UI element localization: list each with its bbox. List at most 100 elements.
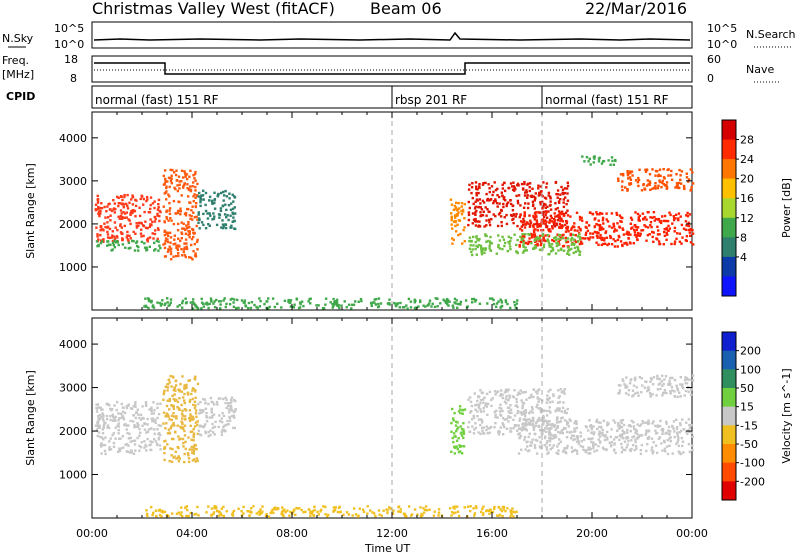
data-cell (437, 508, 441, 511)
data-cell (452, 417, 455, 420)
data-cell (473, 514, 476, 517)
data-cell (165, 414, 168, 418)
data-cell (480, 421, 484, 424)
data-cell (544, 435, 547, 438)
data-cell (107, 426, 111, 430)
data-cell (161, 509, 164, 513)
data-cell (498, 195, 501, 199)
data-cell (459, 232, 462, 236)
data-cell (482, 398, 485, 401)
data-cell (195, 240, 199, 244)
data-cell (574, 234, 577, 237)
data-cell (130, 209, 134, 212)
data-cell (191, 258, 194, 261)
data-cell (627, 237, 630, 240)
data-cell (158, 244, 161, 247)
data-cell (686, 215, 690, 218)
data-cell (135, 240, 139, 243)
data-cell (533, 207, 536, 210)
data-cell (530, 234, 534, 237)
data-cell (467, 188, 471, 191)
data-cell (602, 222, 605, 225)
data-cell (146, 227, 149, 230)
y-tick-label: 3000 (59, 382, 87, 395)
data-cell (184, 174, 187, 177)
data-cell (167, 219, 170, 222)
data-cell (209, 297, 213, 300)
data-cell (148, 444, 151, 447)
data-cell (639, 423, 643, 426)
data-cell (228, 415, 231, 419)
data-cell (516, 393, 519, 396)
data-cell (495, 391, 498, 394)
data-cell (119, 223, 122, 226)
data-cell (689, 234, 692, 237)
data-cell (164, 439, 167, 443)
data-cell (539, 243, 542, 247)
data-cell (118, 449, 122, 453)
data-cell (190, 392, 193, 396)
data-cell (631, 389, 635, 392)
data-cell (617, 392, 620, 395)
data-cell (174, 379, 177, 383)
data-cell (197, 213, 200, 216)
data-cell (183, 424, 187, 427)
data-cell (468, 239, 471, 243)
data-cell (538, 191, 541, 195)
data-cell (612, 438, 616, 441)
data-cell (180, 506, 183, 509)
data-cell (162, 398, 165, 401)
data-cell (543, 238, 546, 242)
data-cell (198, 218, 201, 222)
data-cell (531, 411, 534, 414)
data-cell (548, 218, 552, 221)
data-cell (596, 213, 599, 216)
data-cell (164, 180, 167, 183)
data-cell (293, 303, 296, 306)
data-cell (413, 508, 417, 511)
data-cell (571, 450, 574, 453)
data-cell (575, 211, 579, 214)
data-cell (677, 218, 680, 222)
data-cell (100, 408, 103, 411)
data-cell (247, 306, 250, 310)
data-cell (531, 200, 535, 203)
data-cell (545, 448, 549, 451)
data-cell (554, 435, 558, 439)
data-cell (550, 225, 554, 228)
data-cell (191, 459, 195, 462)
data-cell (222, 426, 225, 429)
y-axis-label: Slant Range [km] (24, 370, 37, 466)
data-cell (226, 419, 229, 423)
data-cell (481, 183, 485, 186)
data-cell (542, 237, 545, 240)
data-cell (150, 299, 153, 303)
data-cell (485, 192, 488, 196)
data-cell (524, 411, 528, 414)
data-cell (553, 424, 557, 427)
data-cell (601, 428, 604, 432)
data-cell (200, 425, 203, 428)
data-cell (188, 230, 191, 233)
data-cell (462, 428, 465, 431)
data-cell (626, 174, 630, 177)
data-cell (217, 514, 221, 517)
data-cell (547, 430, 551, 434)
data-cell (106, 230, 109, 234)
data-cell (119, 447, 122, 450)
data-cell (673, 240, 677, 243)
data-cell (485, 392, 489, 396)
data-cell (114, 241, 118, 244)
data-cell (467, 425, 470, 429)
data-cell (190, 237, 194, 241)
data-cell (600, 426, 603, 429)
data-cell (114, 226, 117, 229)
data-cell (304, 510, 307, 514)
data-cell (569, 215, 572, 218)
data-cell (163, 458, 166, 462)
data-cell (162, 243, 165, 246)
data-cell (592, 446, 595, 450)
data-cell (439, 302, 442, 305)
data-cell (192, 298, 195, 301)
data-cell (189, 188, 193, 192)
